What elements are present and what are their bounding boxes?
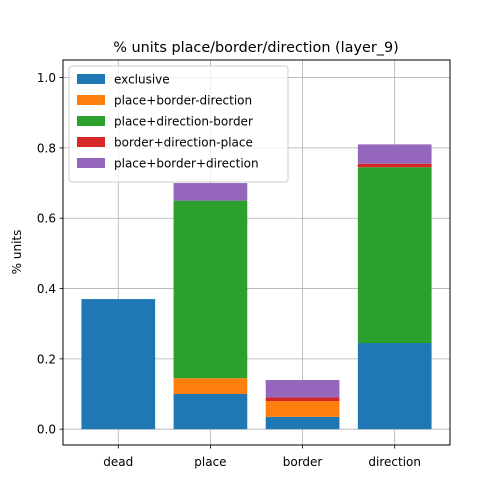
plot-frame (62, 59, 451, 446)
legend-box (68, 65, 289, 183)
legend-label: place+direction-border (114, 115, 253, 129)
bar-segment-direction-4 (357, 144, 432, 164)
bar-segment-dead-0 (81, 299, 156, 430)
x-tick-label: direction (368, 455, 421, 469)
legend-swatch (77, 95, 105, 105)
legend-swatch (77, 116, 105, 126)
x-tick-labels: dead place border direction (103, 445, 421, 469)
y-tick-label: 1.0 (37, 71, 56, 85)
legend-label: border+direction-place (114, 136, 253, 150)
bar-segment-place-2 (173, 200, 248, 379)
x-tick-label: border (283, 455, 323, 469)
bar-segment-border-3 (265, 397, 340, 402)
y-tick-label: 0.0 (37, 423, 56, 437)
bar-segment-direction-0 (357, 343, 432, 430)
bar-segment-place-1 (173, 378, 248, 395)
bar-segment-place-0 (173, 394, 248, 430)
y-tick-label: 0.4 (37, 282, 56, 296)
legend-swatch (77, 158, 105, 168)
axes (62, 59, 451, 446)
legend-label: place+border-direction (114, 94, 252, 108)
y-axis-label: % units (10, 230, 24, 275)
bars (81, 144, 432, 430)
y-tick-label: 0.8 (37, 141, 56, 155)
x-tick-label: place (194, 455, 226, 469)
legend-swatch (77, 137, 105, 147)
y-tick-labels: 0.0 0.2 0.4 0.6 0.8 1.0 (37, 71, 63, 437)
chart-title: % units place/border/direction (layer_9) (113, 40, 398, 56)
legend-label: exclusive (114, 73, 170, 87)
legend-swatch (77, 74, 105, 84)
y-tick-label: 0.6 (37, 212, 56, 226)
y-tick-label: 0.2 (37, 352, 56, 366)
bar-segment-border-0 (265, 416, 340, 430)
legend-label: place+border+direction (114, 157, 259, 171)
legend: exclusive place+border-direction place+dir… (68, 65, 289, 183)
bar-segment-direction-2 (357, 167, 432, 344)
bar-segment-border-1 (265, 401, 340, 417)
bar-segment-direction-3 (357, 163, 432, 168)
bar-segment-border-4 (265, 379, 340, 398)
bar-segment-place-4 (173, 183, 248, 201)
x-tick-label: dead (103, 455, 133, 469)
